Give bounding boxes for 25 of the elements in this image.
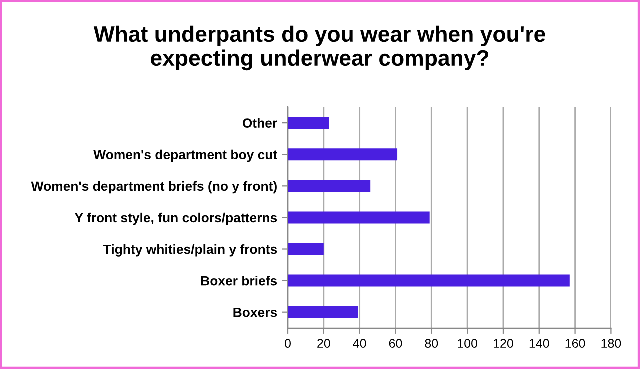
bar <box>288 180 371 192</box>
x-tick-label: 0 <box>285 339 291 348</box>
y-tick-label: Women's department boy cut <box>94 150 278 162</box>
y-tick-label: Women's department briefs (no y front) <box>31 181 277 194</box>
y-tick-label: Boxers <box>234 308 278 318</box>
bar <box>288 306 358 318</box>
y-tick-label: Other <box>242 118 278 128</box>
y-tick-label: Tighty whities/plain y fronts <box>104 244 278 257</box>
x-tick-label: 60 <box>389 339 402 348</box>
bar <box>288 212 430 224</box>
bar <box>288 148 398 161</box>
y-tick-label: Y front style, fun colors/patterns <box>74 212 278 226</box>
x-tick-label: 80 <box>425 339 438 348</box>
x-tick-label: 140 <box>530 339 550 348</box>
x-tick-label: 160 <box>566 339 586 348</box>
bar <box>288 274 570 287</box>
x-tick-label: 120 <box>494 339 514 348</box>
x-tick-label: 180 <box>602 339 622 348</box>
x-tick-label: 20 <box>318 339 330 348</box>
bar <box>288 117 330 130</box>
chart-title: What underpants do you wear when you're expecting underwear company? <box>94 26 546 71</box>
x-tick-label: 40 <box>353 339 366 348</box>
y-tick-label: Boxer briefs <box>201 276 278 286</box>
x-tick-label: 100 <box>458 339 478 348</box>
bar <box>288 243 324 256</box>
